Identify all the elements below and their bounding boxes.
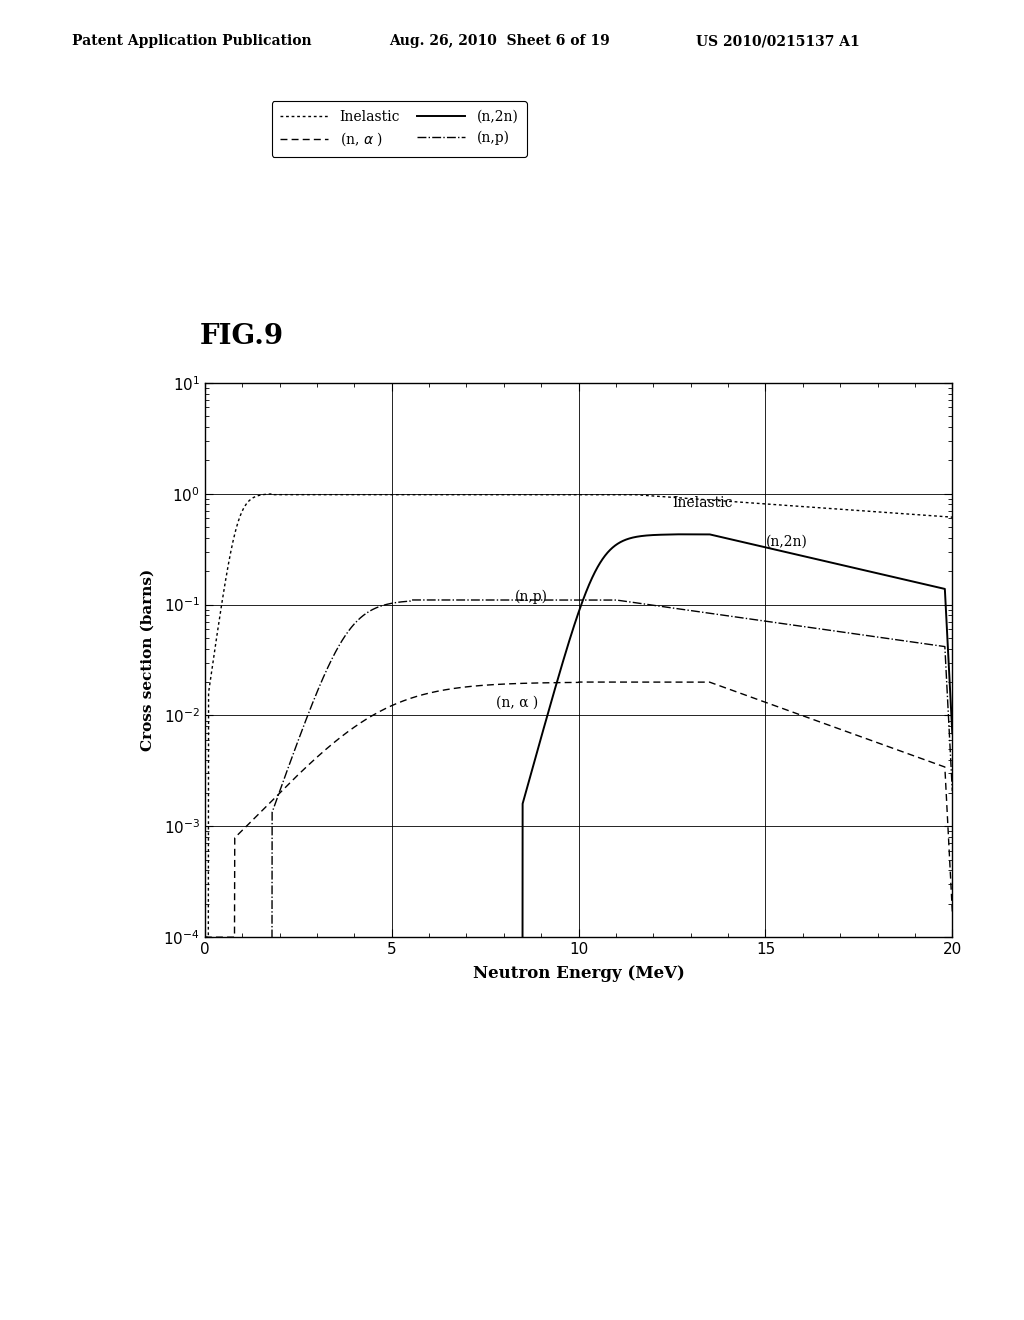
- (n,2n): [485, 1151, 498, 1167]
- Legend: Inelastic, (n, $\alpha$ ), (n,2n), (n,p): Inelastic, (n, $\alpha$ ), (n,2n), (n,p): [271, 102, 526, 157]
- Inelastic: [518, 487, 530, 503]
- (n,p): [329, 645, 341, 661]
- (n, $\alpha$ ): [518, 676, 530, 692]
- Line: (n, $\alpha$ ): (n, $\alpha$ ): [205, 682, 952, 937]
- Text: Patent Application Publication: Patent Application Publication: [72, 34, 311, 49]
- X-axis label: Neutron Energy (MeV): Neutron Energy (MeV): [473, 965, 684, 982]
- (n,2n): [284, 1151, 296, 1167]
- (n,2n): [329, 1151, 341, 1167]
- (n,p): [199, 1040, 211, 1056]
- (n, $\alpha$ ): [851, 727, 863, 743]
- (n,p): [404, 593, 417, 609]
- (n, $\alpha$ ): [485, 677, 498, 693]
- (n, $\alpha$ ): [199, 929, 211, 945]
- (n,p): [518, 593, 530, 609]
- (n,p): [284, 755, 296, 771]
- Text: (n, α ): (n, α ): [497, 696, 539, 710]
- Text: Aug. 26, 2010  Sheet 6 of 19: Aug. 26, 2010 Sheet 6 of 19: [389, 34, 610, 49]
- Inelastic: [485, 487, 498, 503]
- Inelastic: [946, 510, 958, 525]
- (n, $\alpha$ ): [946, 904, 958, 920]
- Line: Inelastic: Inelastic: [205, 494, 952, 937]
- (n,p): [485, 593, 498, 609]
- Inelastic: [851, 503, 863, 519]
- Y-axis label: Cross section (barns): Cross section (barns): [141, 569, 155, 751]
- (n, $\alpha$ ): [572, 675, 585, 690]
- (n,p): [946, 783, 958, 799]
- (n,p): [932, 638, 944, 653]
- (n,2n): [199, 1151, 211, 1167]
- Line: (n,p): (n,p): [205, 601, 952, 1048]
- Inelastic: [266, 486, 279, 502]
- (n, $\alpha$ ): [284, 775, 296, 791]
- (n,p): [851, 626, 863, 642]
- (n,2n): [932, 579, 944, 595]
- Text: (n,p): (n,p): [515, 590, 548, 603]
- Inelastic: [285, 487, 297, 503]
- Text: US 2010/0215137 A1: US 2010/0215137 A1: [696, 34, 860, 49]
- (n, $\alpha$ ): [932, 756, 944, 772]
- Text: Inelastic: Inelastic: [672, 496, 732, 511]
- (n, $\alpha$ ): [329, 734, 341, 750]
- (n,2n): [946, 726, 958, 742]
- Inelastic: [199, 929, 211, 945]
- Text: FIG.9: FIG.9: [200, 323, 284, 350]
- (n,2n): [851, 561, 863, 577]
- Line: (n,2n): (n,2n): [205, 535, 952, 1159]
- Inelastic: [932, 508, 944, 524]
- (n,2n): [518, 791, 530, 807]
- Inelastic: [329, 487, 341, 503]
- (n,2n): [666, 527, 678, 543]
- Text: (n,2n): (n,2n): [766, 535, 807, 549]
